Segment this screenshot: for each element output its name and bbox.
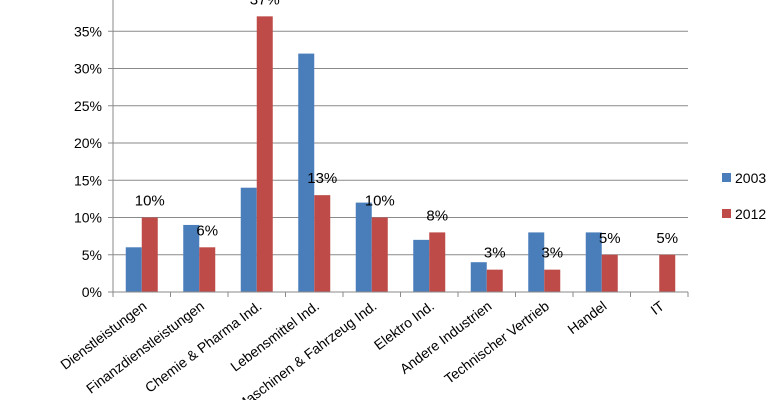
legend-label: 2003	[735, 170, 766, 186]
bar-2012	[371, 217, 388, 292]
y-axis-ticks: 0% 5% 10% 15% 20% 25% 30% 35% 40%	[74, 0, 113, 300]
category-label: Handel	[564, 298, 609, 337]
bar-2003	[125, 247, 142, 292]
y-tick-label: 30%	[74, 61, 102, 77]
legend-label: 2012	[735, 206, 766, 222]
data-label: 5%	[599, 230, 621, 247]
bar-2003	[413, 239, 430, 292]
bar-2012	[256, 16, 273, 292]
data-label: 5%	[656, 230, 678, 247]
bar-2003	[470, 262, 487, 292]
bar-2003	[183, 224, 200, 292]
data-labels: 10% 6% 37% 13% 10% 8% 3% 3% 5% 5%	[135, 0, 678, 262]
bar-2012	[314, 195, 331, 292]
bar-2012	[659, 254, 676, 292]
axes	[112, 0, 689, 297]
data-label: 3%	[484, 245, 506, 262]
bar-2012	[544, 269, 561, 292]
legend-swatch-2012	[722, 209, 731, 218]
bar-2003	[528, 232, 545, 292]
data-label: 10%	[135, 193, 165, 210]
y-tick-label: 0%	[82, 284, 102, 300]
data-label: 8%	[426, 207, 448, 224]
data-label: 37%	[250, 0, 280, 8]
data-label: 3%	[541, 245, 563, 262]
bar-2012	[141, 217, 158, 292]
y-tick-label: 10%	[74, 210, 102, 226]
bar-2012	[429, 232, 446, 292]
bar-2003	[585, 232, 602, 292]
bars	[125, 16, 676, 292]
data-label: 13%	[307, 170, 337, 187]
y-tick-label: 40%	[74, 0, 102, 2]
legend-swatch-2003	[722, 173, 731, 182]
bar-2003	[298, 53, 315, 292]
category-labels: DienstleistungenFinanzdienstleistungenCh…	[57, 297, 667, 400]
gridlines	[113, 30, 688, 256]
y-tick-label: 25%	[74, 98, 102, 114]
category-label: IT	[647, 297, 667, 318]
y-tick-label: 15%	[74, 172, 102, 188]
bar-2012	[486, 269, 503, 292]
y-tick-label: 5%	[82, 247, 102, 263]
bar-2003	[355, 202, 372, 292]
data-label: 6%	[196, 222, 218, 239]
category-label: Technischer Vertrieb	[441, 297, 552, 386]
data-label: 10%	[365, 193, 395, 210]
bar-2003	[240, 187, 257, 292]
legend: 2003 2012	[722, 170, 766, 222]
y-tick-label: 20%	[74, 135, 102, 151]
bar-2012	[601, 254, 618, 292]
bar-2012	[199, 247, 216, 292]
y-tick-label: 35%	[74, 23, 102, 39]
